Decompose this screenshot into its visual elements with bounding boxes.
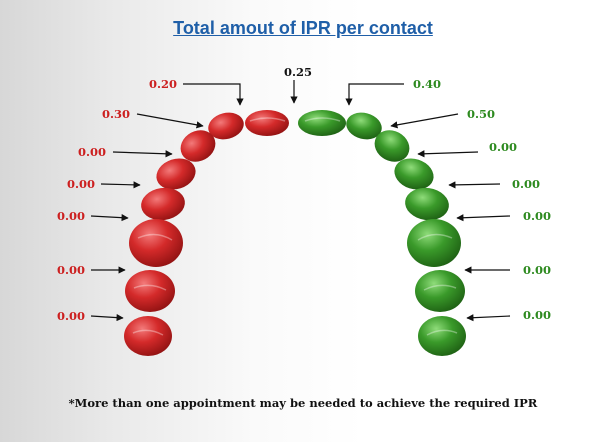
tooth-left-lateral-incisor (208, 112, 244, 140)
right-labels: 0.40 0.50 0.00 0.00 0.00 0.00 0.00 (413, 77, 551, 322)
tooth-right-lateral-incisor (346, 112, 382, 140)
arrow-left-0 (183, 83, 244, 106)
tooth-left-canine (180, 130, 216, 162)
label-left-2: 0.00 (78, 145, 106, 159)
right-teeth (298, 110, 466, 356)
label-right-1: 0.50 (467, 107, 495, 121)
arrow-left-2 (112, 150, 173, 158)
arrow-right-2 (417, 150, 479, 158)
tooth-left-central-incisor (245, 110, 289, 136)
label-left-3: 0.00 (67, 177, 95, 191)
left-labels: 0.20 0.30 0.00 0.00 0.00 0.00 0.00 (57, 77, 177, 323)
tooth-right-third-molar (418, 316, 466, 356)
label-left-5: 0.00 (57, 263, 85, 277)
label-right-6: 0.00 (523, 308, 551, 322)
tooth-left-second-premolar (141, 187, 185, 221)
tooth-right-central-incisor (298, 110, 346, 136)
label-midline: 0.25 (284, 65, 312, 79)
arrow-left-1 (136, 113, 204, 129)
label-right-3: 0.00 (512, 177, 540, 191)
arrow-left-6 (90, 314, 124, 322)
arrow-right-3 (448, 181, 501, 189)
label-right-0: 0.40 (413, 77, 441, 91)
arrow-right-0 (345, 83, 404, 106)
label-left-4: 0.00 (57, 209, 85, 223)
left-teeth (124, 110, 289, 356)
diagram-title: Total amout of IPR per contact (173, 18, 433, 38)
tooth-right-first-molar (407, 219, 461, 267)
tooth-highlights (132, 117, 458, 336)
tooth-left-first-molar (129, 219, 183, 267)
tooth-left-second-molar (125, 270, 175, 312)
label-right-2: 0.00 (489, 140, 517, 154)
arrow-right-1 (390, 113, 459, 129)
label-right-5: 0.00 (523, 263, 551, 277)
arrow-right-6 (466, 314, 511, 322)
label-left-1: 0.30 (102, 107, 130, 121)
tooth-right-canine (374, 130, 410, 162)
arrows (90, 80, 511, 322)
arrow-left-4 (90, 214, 129, 222)
tooth-right-first-premolar (394, 158, 434, 190)
label-left-0: 0.20 (149, 77, 177, 91)
label-right-4: 0.00 (523, 209, 551, 223)
arrow-left-3 (100, 181, 141, 189)
arrow-right-4 (456, 214, 511, 222)
footnote: *More than one appointment may be needed… (68, 396, 538, 410)
tooth-left-third-molar (124, 316, 172, 356)
label-left-6: 0.00 (57, 309, 85, 323)
tooth-left-first-premolar (156, 158, 196, 190)
tooth-right-second-premolar (405, 187, 449, 221)
tooth-right-second-molar (415, 270, 465, 312)
